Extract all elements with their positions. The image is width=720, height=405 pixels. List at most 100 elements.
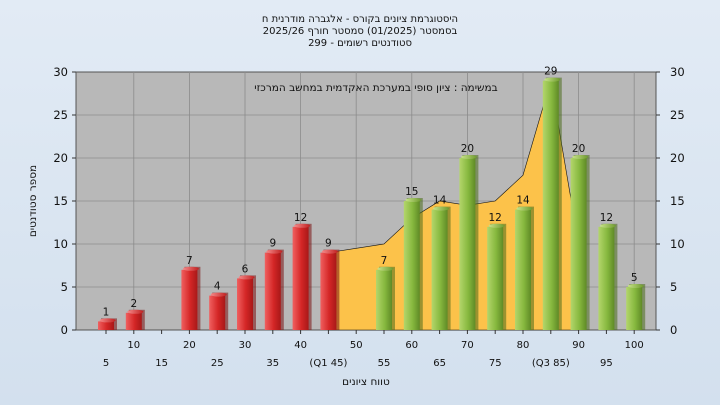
bar-75 xyxy=(487,223,507,330)
bar-80 xyxy=(515,206,534,330)
value-label-95: 12 xyxy=(600,212,613,224)
bar-cap xyxy=(321,249,338,254)
bar-cap xyxy=(127,309,144,314)
bar-cap xyxy=(238,275,255,280)
bar-70 xyxy=(459,155,479,330)
title-line-2: בסמסטר (01/2025) סמסטר חורף 2025/26 xyxy=(263,26,458,37)
bar-cap xyxy=(516,206,533,211)
bar-body xyxy=(181,269,198,330)
y-tick-right: 15 xyxy=(670,194,685,208)
bar-body xyxy=(542,80,559,330)
bar-body xyxy=(264,252,281,330)
y-tick-left: 10 xyxy=(53,237,68,251)
bar-body xyxy=(209,295,226,330)
bar-cap xyxy=(294,223,311,228)
bar-body xyxy=(431,209,448,330)
x-tick-label: (Q1 45) xyxy=(309,358,347,369)
bar-85 xyxy=(542,77,562,330)
value-label-5: 1 xyxy=(103,306,110,318)
bar-cap xyxy=(599,223,616,228)
y-tick-right: 20 xyxy=(670,151,685,165)
bar-body xyxy=(125,312,142,330)
y-tick-right: 5 xyxy=(670,280,677,294)
value-label-80: 14 xyxy=(516,195,530,207)
bar-20 xyxy=(181,266,201,330)
x-tick-label: 100 xyxy=(625,340,644,351)
y-tick-right: 0 xyxy=(670,323,677,337)
value-label-65: 14 xyxy=(433,195,447,207)
x-tick-label: 40 xyxy=(294,340,307,351)
bar-body xyxy=(237,278,253,330)
value-label-60: 15 xyxy=(405,186,418,198)
y-tick-left: 0 xyxy=(61,323,68,337)
value-label-100: 5 xyxy=(631,272,638,284)
value-label-70: 20 xyxy=(461,143,474,155)
bar-5 xyxy=(98,318,117,330)
x-tick-label: (Q3 85) xyxy=(532,358,570,369)
bar-25 xyxy=(209,292,229,330)
bar-body xyxy=(598,226,615,330)
bar-body xyxy=(515,209,531,330)
y-tick-left: 30 xyxy=(53,65,68,79)
bar-body xyxy=(376,269,392,330)
x-tick-label: 60 xyxy=(405,340,418,351)
y-axis-left-ticks: 0 5 10 15 20 25 30 xyxy=(53,65,76,337)
x-tick-label: 35 xyxy=(266,358,279,369)
y-tick-right: 10 xyxy=(670,237,685,251)
bar-100 xyxy=(626,284,646,330)
bar-body xyxy=(487,226,504,330)
value-label-55: 7 xyxy=(381,255,388,267)
x-tick-label: 5 xyxy=(103,358,109,369)
bar-90 xyxy=(570,155,590,330)
bar-cap xyxy=(99,318,116,323)
bar-body xyxy=(320,252,337,330)
x-axis-ticks: 5 10 15 20 25 30 35 40(Q1 45)50 55 60 65 70 75 80(Q3 … xyxy=(103,330,644,369)
chart-annotation: במשימה : ציון סופי במערכת האקדמית במחשב … xyxy=(254,82,497,94)
bar-cap xyxy=(572,155,589,159)
value-label-45: 9 xyxy=(325,238,332,250)
value-label-75: 12 xyxy=(489,212,502,224)
value-label-90: 20 xyxy=(572,143,585,155)
x-tick-label: 80 xyxy=(517,340,530,351)
y-tick-left: 5 xyxy=(61,280,68,294)
bar-cap xyxy=(405,198,422,202)
bar-body xyxy=(459,158,476,330)
x-tick-label: 10 xyxy=(127,340,140,351)
bar-cap xyxy=(460,155,477,159)
bar-35 xyxy=(264,249,284,330)
y-axis-right-ticks: 0 5 10 15 20 25 30 xyxy=(656,65,685,337)
value-label-35: 9 xyxy=(269,238,276,250)
value-label-10: 2 xyxy=(130,298,137,310)
bar-30 xyxy=(237,275,256,330)
x-tick-label: 15 xyxy=(155,358,168,369)
bar-body xyxy=(98,321,114,330)
x-tick-label: 30 xyxy=(239,340,252,351)
bar-65 xyxy=(431,206,451,330)
bar-body xyxy=(292,226,309,330)
y-tick-right: 25 xyxy=(670,108,685,122)
bar-55 xyxy=(376,266,395,330)
bar-cap xyxy=(266,249,283,254)
bar-40 xyxy=(292,223,312,330)
bar-95 xyxy=(598,223,618,330)
y-tick-left: 20 xyxy=(53,151,68,165)
y-tick-left: 15 xyxy=(53,194,68,208)
bar-45 xyxy=(320,249,340,330)
bar-body xyxy=(403,201,420,330)
y-tick-left: 25 xyxy=(53,108,68,122)
bar-cap xyxy=(488,223,505,228)
bar-body xyxy=(626,287,643,330)
y-tick-right: 30 xyxy=(670,65,685,79)
value-label-25: 4 xyxy=(214,281,221,293)
value-label-20: 7 xyxy=(186,255,193,267)
x-tick-label: 50 xyxy=(350,340,363,351)
bar-cap xyxy=(377,266,394,271)
bar-cap xyxy=(210,292,227,297)
x-tick-label: 65 xyxy=(433,358,446,369)
bar-10 xyxy=(125,309,145,330)
x-tick-label: 25 xyxy=(211,358,224,369)
bar-cap xyxy=(433,206,450,211)
bar-cap xyxy=(182,266,199,271)
